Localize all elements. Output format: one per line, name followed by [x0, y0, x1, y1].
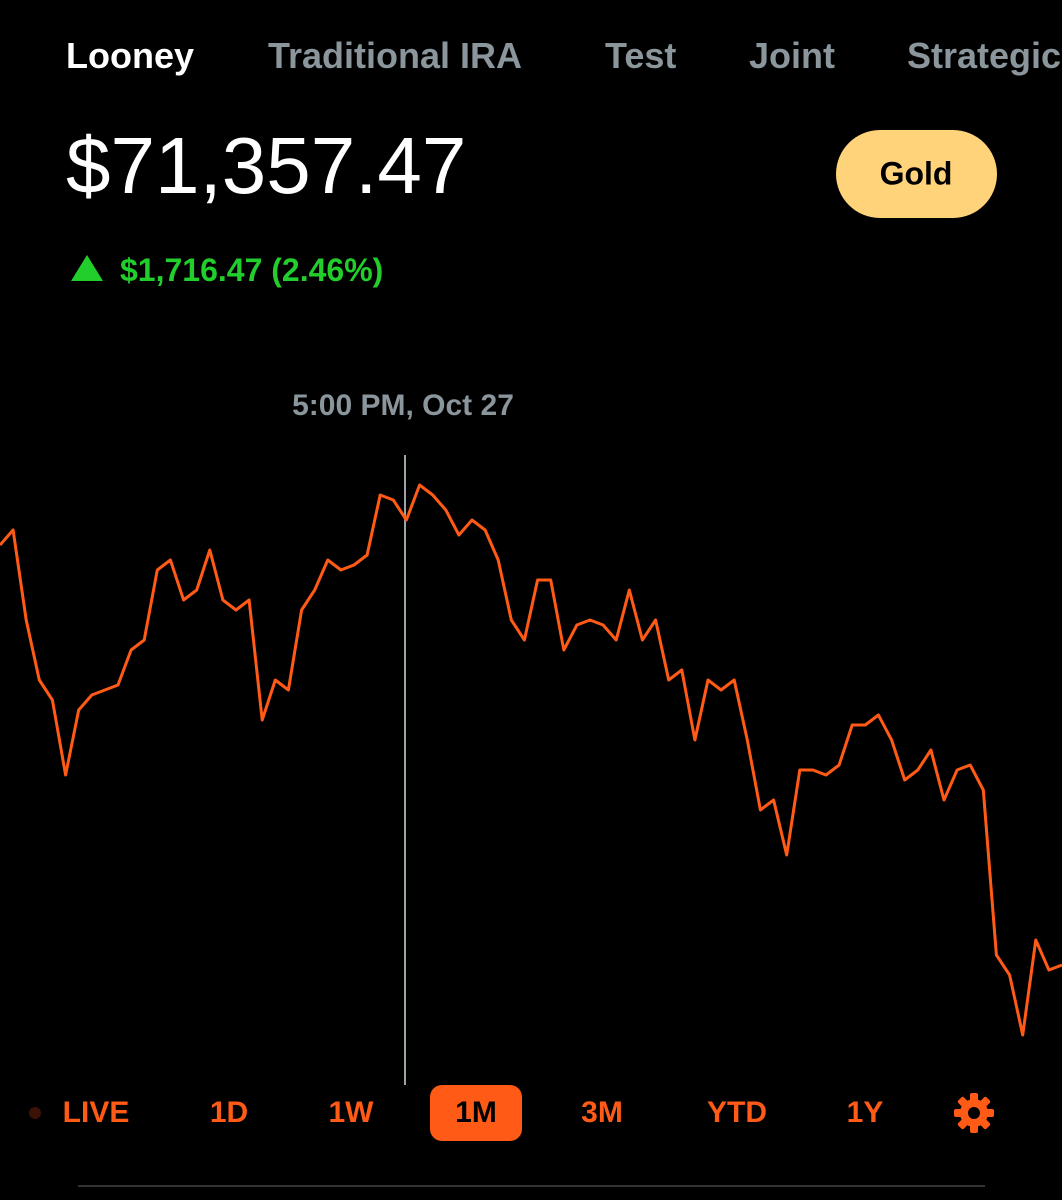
range-button[interactable]: 1W: [329, 1096, 375, 1129]
account-tab[interactable]: Looney: [66, 35, 194, 76]
gold-button[interactable]: [836, 130, 997, 218]
range-button[interactable]: 1M: [455, 1096, 497, 1129]
change: $1,716.47 (2.46%): [120, 252, 383, 288]
range-button[interactable]: LIVE: [63, 1096, 130, 1129]
range-button[interactable]: 3M: [581, 1096, 623, 1129]
balance: $71,357.47: [66, 121, 466, 210]
range-button[interactable]: 1Y: [847, 1096, 884, 1129]
range-button[interactable]: YTD: [707, 1096, 767, 1129]
account-tab[interactable]: Traditional IRA: [268, 35, 522, 76]
live-dot: [29, 1107, 41, 1119]
gold-button-label[interactable]: Gold: [880, 155, 953, 191]
range-selected-bg[interactable]: [430, 1085, 522, 1141]
cursor-label: 5:00 PM, Oct 27: [292, 389, 514, 422]
chart: [0, 483, 1062, 1037]
price-line: [0, 483, 1062, 1037]
settings-icon[interactable]: [954, 1093, 994, 1133]
account-tab[interactable]: Strategic: [907, 35, 1061, 76]
range-button[interactable]: 1D: [210, 1096, 248, 1129]
account-tab[interactable]: Joint: [749, 35, 835, 76]
account-tab[interactable]: Test: [605, 35, 676, 76]
range-selector: LIVE 1D 1W 1M 3M YTD 1Y: [29, 1085, 883, 1141]
up-arrow: [71, 255, 103, 281]
account-tabs: Looney Traditional IRA Test Joint Strategic: [66, 35, 1061, 76]
